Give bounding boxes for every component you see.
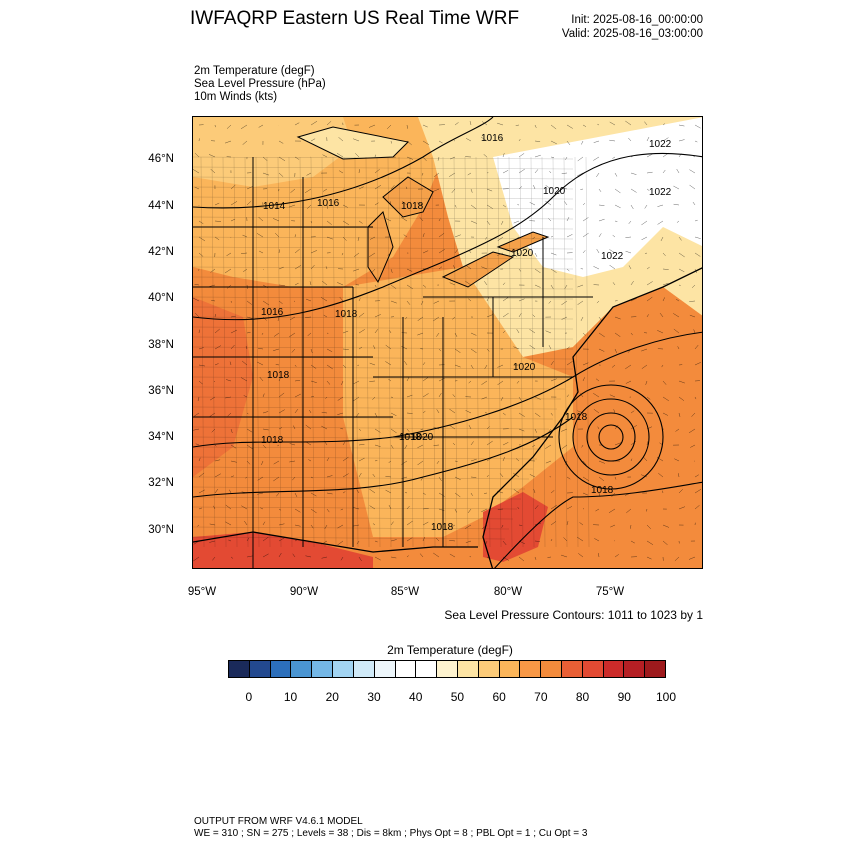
colorbar-swatch (374, 661, 396, 677)
lake-michigan (367, 211, 394, 284)
state-borders (193, 157, 593, 568)
isobar-label: 1022 (649, 139, 672, 150)
colorbar-swatch (291, 661, 313, 677)
lat-label: 38°N (148, 339, 174, 351)
field-temperature: 2m Temperature (degF) (194, 65, 315, 77)
lat-label: 30°N (148, 524, 174, 536)
colorbar-swatch (541, 661, 562, 677)
isobar-lines (193, 117, 702, 568)
colorbar-swatch (395, 661, 417, 677)
colorbar-label: 80 (575, 690, 590, 704)
isobar-label: 1020 (511, 248, 534, 259)
lat-label: 44°N (148, 200, 174, 212)
colorbar-label: 70 (534, 690, 548, 704)
model-version: OUTPUT FROM WRF V4.6.1 MODEL (194, 816, 363, 827)
init-time: Init: 2025-08-16_00:00:00 (571, 14, 703, 26)
isobar-label: 1016 (261, 307, 284, 318)
colorbar-swatch (457, 661, 479, 677)
colorbar-label: 100 (655, 690, 677, 704)
temp-zone-mild-east (343, 267, 573, 537)
county-grid (193, 156, 590, 548)
isobar-label: 1018 (565, 412, 588, 423)
lat-label: 46°N (148, 153, 174, 165)
map-canvas: 1016 1022 1020 1022 1014 1016 1018 1020 … (193, 117, 702, 568)
lake-superior (296, 126, 410, 160)
colorbar-swatch (312, 661, 334, 677)
isobar-label: 1020 (411, 432, 434, 443)
colorbar-swatch (624, 661, 646, 677)
lake-erie (441, 251, 515, 288)
colorbar-swatch (582, 661, 604, 677)
isobar-label: 1016 (317, 198, 340, 209)
isobar-label: 1018 (261, 435, 284, 446)
lat-label: 34°N (148, 431, 174, 443)
colorbar-label: 40 (409, 690, 423, 704)
colorbar-swatch (645, 661, 666, 677)
isobar-label: 1018 (335, 309, 358, 320)
lat-label: 36°N (148, 385, 174, 397)
colorbar-label: 50 (450, 690, 465, 704)
colorbar-swatch (437, 661, 458, 677)
isobar-label: 1018 (431, 522, 454, 533)
temperature-colorbar (228, 660, 666, 678)
lon-label: 85°W (390, 586, 420, 598)
colorbar-title: 2m Temperature (degF) (387, 643, 513, 657)
lon-label: 80°W (493, 586, 523, 598)
model-footer: OUTPUT FROM WRF V4.6.1 MODEL WE = 310 ; … (194, 816, 587, 840)
field-winds: 10m Winds (kts) (194, 91, 278, 103)
field-pressure: Sea Level Pressure (hPa) (194, 78, 326, 90)
isobar-label-group: 1016 1022 1020 1022 1014 1016 1018 1020 … (261, 133, 672, 533)
isobar-label: 1018 (399, 432, 422, 443)
isobar-label: 1014 (263, 201, 286, 212)
lake-huron (382, 176, 434, 218)
colorbar-swatch (229, 661, 250, 677)
lat-label: 42°N (148, 246, 174, 258)
lat-label: 32°N (148, 477, 174, 489)
model-config: WE = 310 ; SN = 275 ; Levels = 38 ; Dis … (194, 828, 588, 839)
colorbar-swatch (499, 661, 521, 677)
lon-label: 75°W (595, 586, 625, 598)
isobar-label: 1018 (401, 201, 424, 212)
colorbar-label: 0 (245, 690, 253, 704)
lat-label: 40°N (148, 292, 174, 304)
isobar-label: 1018 (267, 370, 290, 381)
weather-map: 1016 1022 1020 1022 1014 1016 1018 1020 … (192, 116, 703, 569)
colorbar-swatch (603, 661, 625, 677)
run-times: Init: 2025-08-16_00:00:00 Valid: 2025-08… (560, 13, 703, 41)
field-list: 2m Temperature (degF) Sea Level Pressure… (194, 65, 326, 104)
colorbar-swatch (353, 661, 375, 677)
valid-time: Valid: 2025-08-16_03:00:00 (561, 28, 703, 40)
colorbar-label: 20 (325, 690, 339, 704)
colorbar-label: 10 (283, 690, 298, 704)
slp-contour-note: Sea Level Pressure Contours: 1011 to 102… (444, 608, 703, 622)
colorbar-swatch (520, 661, 542, 677)
isobar-label: 1020 (513, 362, 536, 373)
isobar-label: 1022 (649, 187, 672, 198)
gulf-coastline (193, 531, 478, 553)
colorbar-swatch (416, 661, 438, 677)
colorbar-swatch (478, 661, 500, 677)
colorbar-swatch (270, 661, 292, 677)
isobar-label: 1022 (601, 251, 624, 262)
isobar-label: 1016 (481, 133, 504, 144)
wind-barbs (193, 120, 702, 562)
isobar-label: 1018 (591, 485, 614, 496)
east-coastline (482, 267, 702, 568)
colorbar-swatch (333, 661, 354, 677)
colorbar-swatch (249, 661, 271, 677)
page-title: IWFAQRP Eastern US Real Time WRF (190, 8, 520, 29)
lon-label: 95°W (187, 586, 217, 598)
temp-zone-ocean (483, 287, 702, 568)
colorbar-label: 60 (492, 690, 506, 704)
temp-zone-hot-gulf (193, 532, 373, 568)
colorbar-label: 30 (367, 690, 381, 704)
lon-label: 90°W (289, 586, 319, 598)
lake-ontario (496, 231, 550, 253)
isobar-label: 1020 (543, 186, 566, 197)
colorbar-swatch (562, 661, 583, 677)
temp-zone-hot-west (193, 297, 253, 477)
colorbar-label: 90 (617, 690, 631, 704)
